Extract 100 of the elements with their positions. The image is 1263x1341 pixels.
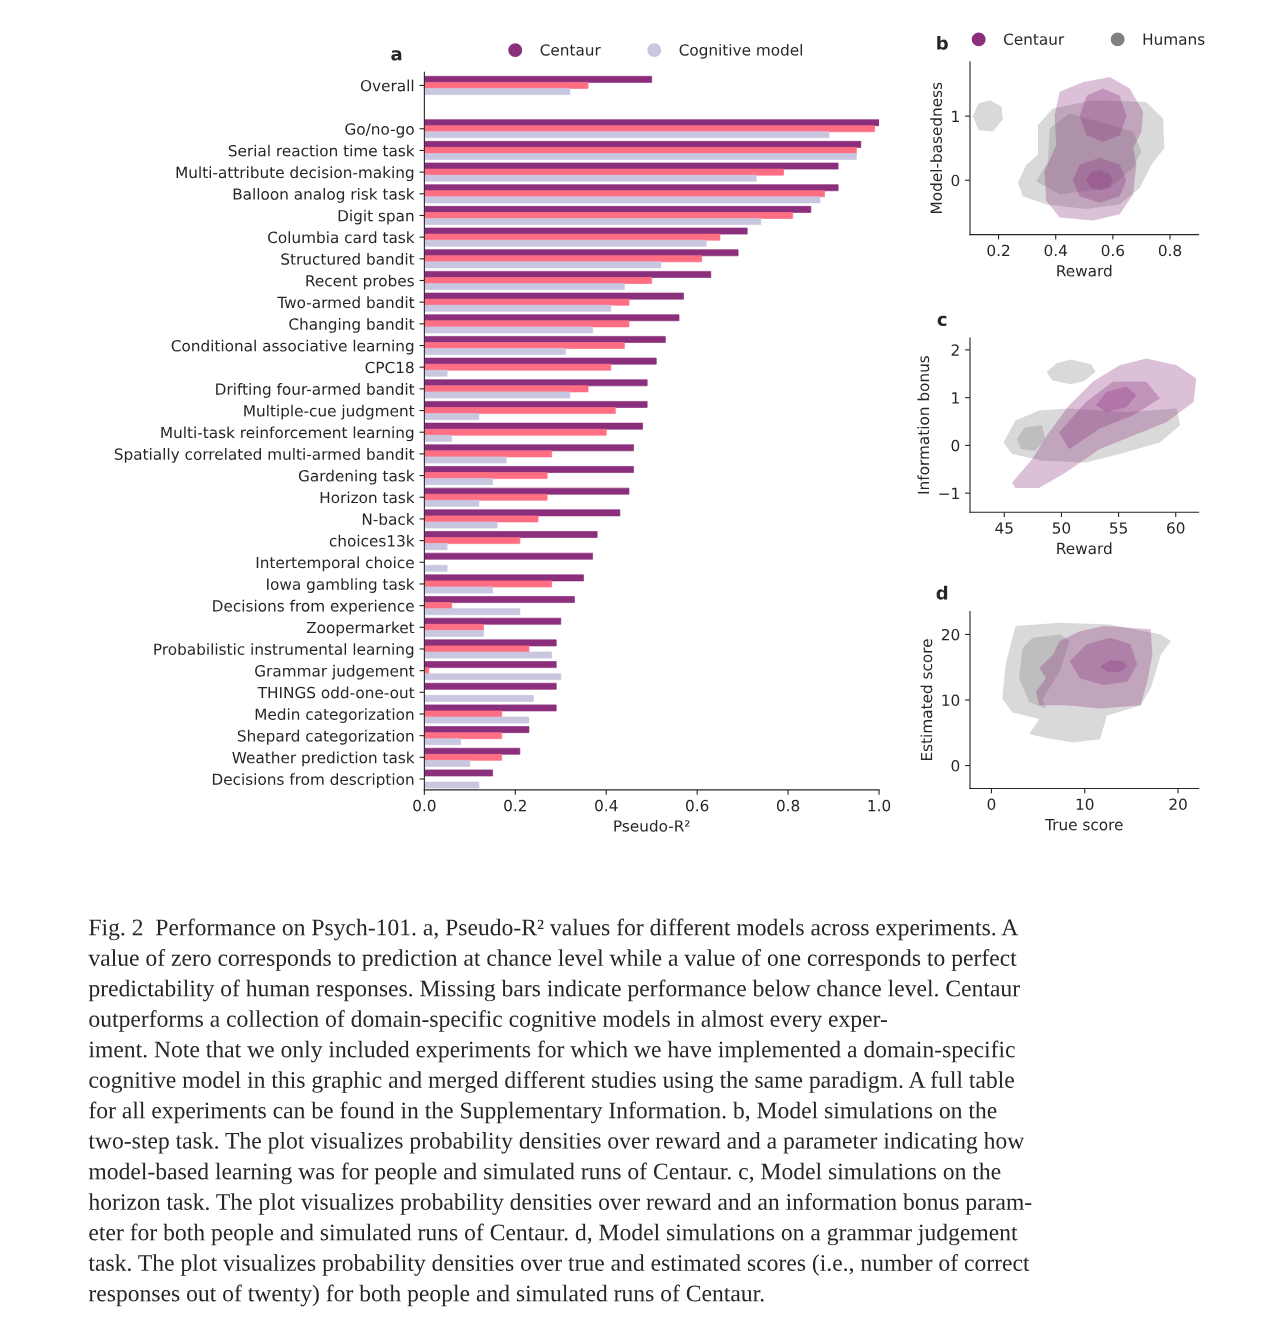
x-tick-label: 45	[995, 522, 1013, 534]
y-tick-label: Serial reaction time task	[228, 144, 415, 157]
bar	[424, 357, 657, 365]
bar	[424, 239, 707, 247]
bar	[424, 153, 857, 160]
y-axis-title: Estimated score	[920, 639, 933, 761]
y-tick-label: 0	[951, 439, 960, 452]
x-tick-label: 0.4	[595, 799, 618, 812]
bar	[424, 422, 643, 430]
bar	[424, 753, 503, 761]
bar	[424, 738, 462, 746]
x-tick-label: 0.8	[776, 799, 800, 812]
y-tick-label: Gardening task	[298, 469, 415, 485]
bar	[424, 695, 534, 702]
bar	[424, 639, 557, 647]
bar	[424, 385, 589, 393]
y-tick-label: 10	[942, 694, 960, 707]
bar	[424, 168, 784, 176]
text: outperforms a collection of domain-specific cognitive models in almost every exper-	[89, 1010, 887, 1032]
legend-label: Centaur	[540, 44, 601, 56]
x-tick-label: 0.6	[686, 799, 709, 812]
bar	[424, 298, 630, 306]
chart-title: a	[391, 50, 402, 61]
bar	[424, 478, 493, 486]
text: cognitive model in this graphic and merged different studies using the same paradigm. A full table	[89, 1071, 1014, 1093]
bar	[424, 574, 584, 582]
bar	[424, 617, 562, 625]
bar	[424, 336, 666, 343]
caption: Fig. 2 Performance on Psych-101. a, Pseudo-R² values for different models across experiments. A	[89, 918, 1019, 941]
y-tick-label: CPC18	[365, 361, 414, 374]
bar	[424, 537, 521, 544]
bar	[424, 456, 507, 464]
x-tick-label: 0.6	[1101, 244, 1125, 257]
bar	[424, 682, 557, 690]
bar	[424, 255, 703, 263]
bar	[424, 277, 653, 284]
bar	[424, 531, 598, 538]
y-tick-label: Multi-attribute decision-making	[176, 166, 414, 182]
y-axis-title: Information bonus	[917, 356, 930, 494]
bar	[424, 769, 493, 777]
bar	[424, 379, 648, 387]
bar	[424, 472, 548, 479]
bar	[424, 667, 430, 675]
bar	[424, 466, 634, 473]
x-tick-label: 1.0	[868, 799, 891, 812]
bar	[424, 320, 630, 328]
bar	[424, 75, 653, 83]
chart-title: d	[936, 585, 948, 600]
bar	[424, 131, 830, 139]
bar	[424, 227, 748, 235]
bar	[424, 283, 625, 290]
bar	[424, 499, 480, 507]
bar	[424, 747, 521, 755]
bar	[424, 162, 839, 170]
y-tick-label: N-back	[362, 513, 415, 525]
bar	[424, 493, 548, 501]
x-axis-title: Reward	[1057, 542, 1112, 555]
x-tick-label: 60	[1167, 522, 1185, 534]
bar	[424, 661, 557, 668]
bar	[424, 564, 448, 572]
y-tick-label: choices13k	[329, 534, 415, 547]
text: value of zero corresponds to prediction at chance level while a value of one corresponds to perfect	[88, 949, 1017, 971]
x-tick-label: 0.0	[413, 799, 436, 812]
y-tick-label: THINGS odd-one-out	[257, 686, 415, 699]
text: iment. Note that we only included experiments for which we have implemented a domain-specific	[88, 1040, 1015, 1063]
chart-title: b	[937, 35, 948, 50]
text: eter for both people and simulated runs of Centaur. d, Model simulations on a grammar judgement	[89, 1223, 1018, 1246]
bar	[424, 391, 571, 399]
bar	[424, 304, 612, 312]
y-tick-label: Medin categorization	[255, 708, 414, 723]
bar	[424, 521, 498, 529]
y-tick-label: 0	[951, 760, 960, 772]
bar	[424, 629, 484, 637]
bar	[424, 487, 630, 495]
y-tick-label: Decisions from description	[212, 773, 414, 788]
text: two-step task. The plot visualizes probability densities over reward and a parameter indicating how	[88, 1132, 1025, 1154]
legend-label: Humans	[1143, 33, 1205, 45]
y-tick-label: Decisions from experience	[213, 599, 414, 615]
y-axis-title: Model-basedness	[930, 82, 943, 213]
bar	[424, 726, 530, 733]
bar	[424, 292, 684, 300]
bar	[424, 174, 757, 182]
y-tick-label: Iowa gambling task	[267, 578, 415, 593]
y-tick-label: Probabilistic instrumental learning	[154, 643, 414, 658]
y-tick-label: Go/no-go	[345, 123, 414, 138]
bar	[424, 218, 762, 225]
y-tick-label: 1	[952, 392, 959, 404]
y-tick-label: Shepard categorization	[237, 729, 414, 745]
bar	[424, 509, 621, 517]
x-tick-label: 0.2	[987, 244, 1010, 257]
bar	[424, 428, 607, 436]
bar	[424, 407, 616, 414]
bar	[424, 261, 662, 269]
bar	[424, 450, 553, 458]
y-tick-label: Digit span	[338, 209, 414, 225]
y-tick-label: 2	[951, 344, 959, 356]
bar	[424, 342, 625, 349]
bar	[424, 249, 739, 257]
text: for all experiments can be found in the Supplementary Information. b, Model simulations on the	[89, 1101, 997, 1124]
bar	[424, 271, 712, 278]
